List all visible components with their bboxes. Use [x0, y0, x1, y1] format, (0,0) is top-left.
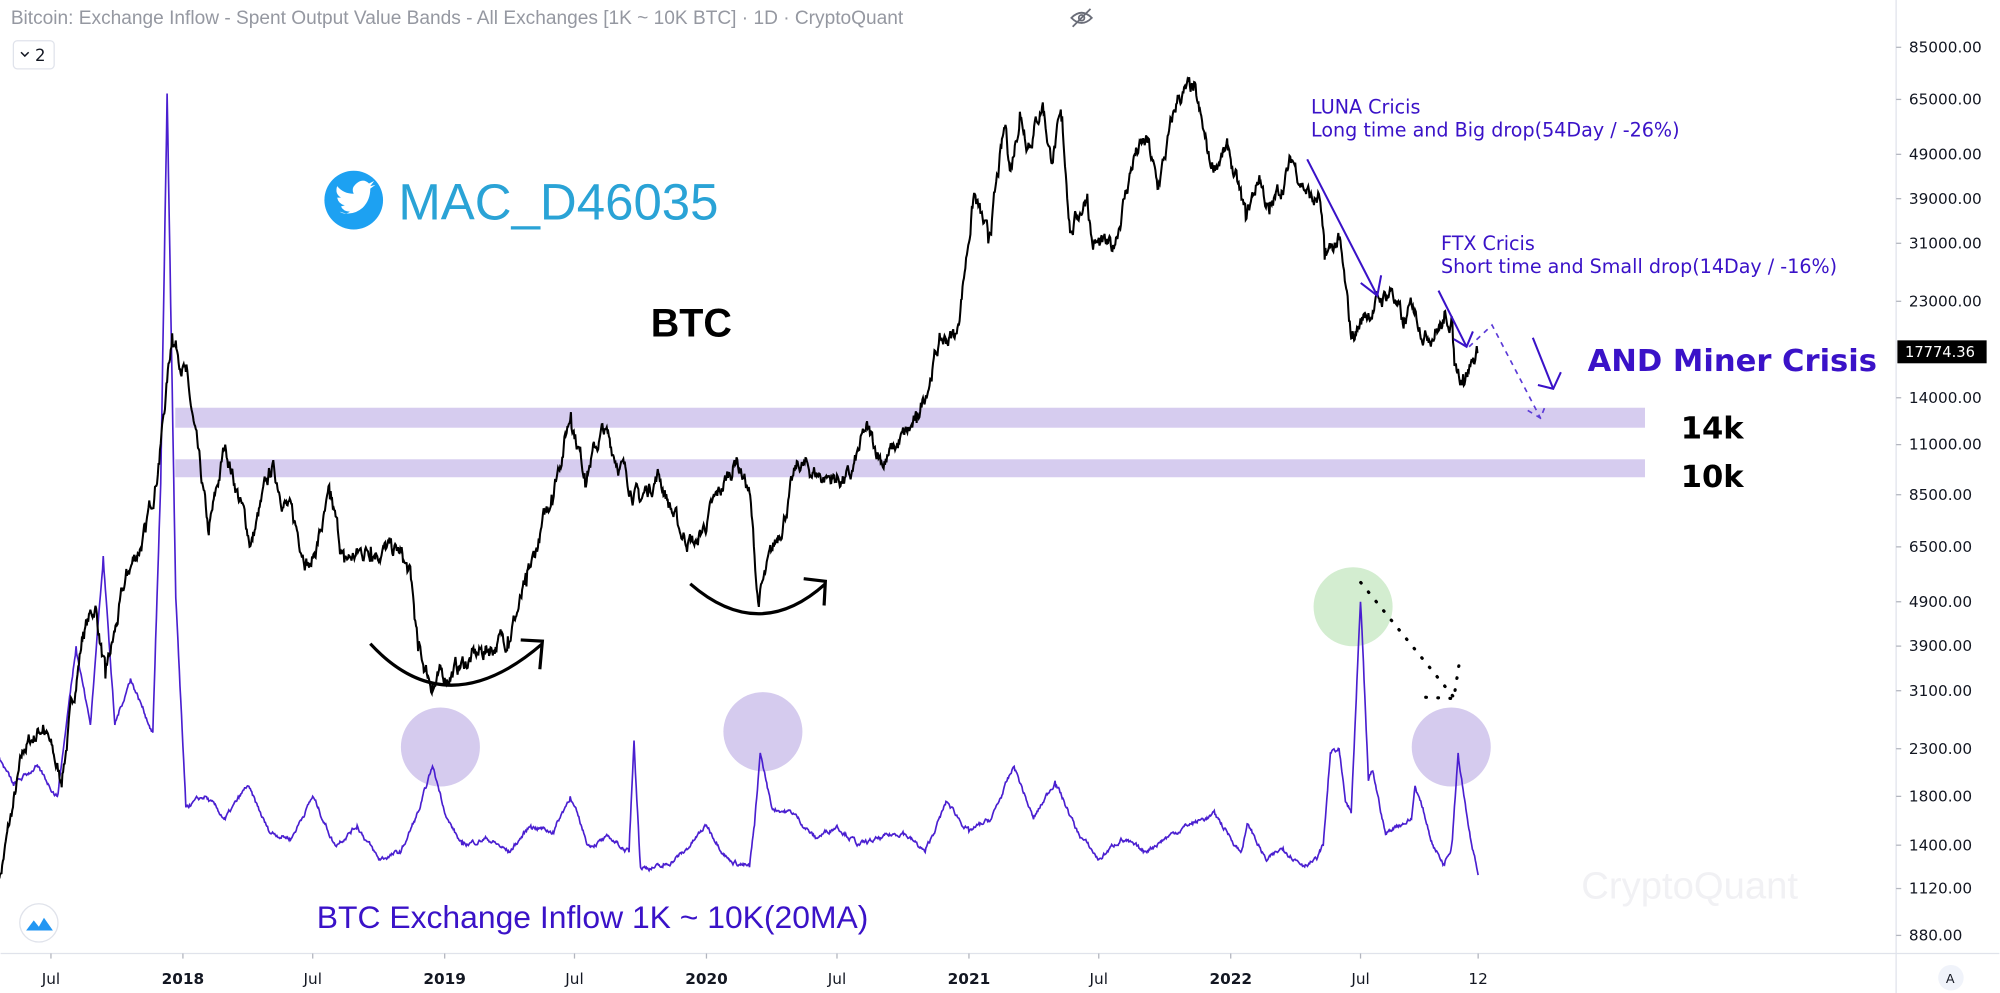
y-tick-label: 2300.00: [1909, 740, 1972, 758]
price-series-line: [0, 76, 1479, 879]
luna-title: LUNA Cricis: [1311, 95, 1420, 118]
y-tick-label: 3100.00: [1909, 682, 1972, 700]
highlight-circles: [400, 567, 1491, 787]
x-tick-label: 2021: [948, 970, 991, 988]
ftx-description: Short time and Small drop(14Day / -16%): [1441, 255, 1837, 278]
indicator-count: 2: [35, 46, 46, 65]
last-price-marker: 17774.36: [1897, 340, 1987, 364]
highlight-circle-2019: [400, 707, 480, 787]
y-tick-label: 31000.00: [1909, 234, 1982, 252]
twitter-icon: [324, 170, 384, 230]
x-tick-label: 2020: [685, 970, 728, 988]
y-tick-label: 4900.00: [1909, 593, 1972, 611]
price-bands: [175, 407, 1646, 478]
auto-scale-button[interactable]: A: [1938, 964, 1964, 991]
chart-title: Bitcoin: Exchange Inflow - Spent Output …: [11, 8, 904, 29]
x-tick-label: Jul: [1089, 970, 1108, 988]
x-tick-label: Jul: [303, 970, 322, 988]
x-tick-label: 12: [1468, 970, 1487, 988]
y-tick-label: 880.00: [1909, 927, 1962, 945]
collapse-indicators-button[interactable]: 2: [12, 40, 55, 70]
inflow-series-line: [0, 93, 1479, 876]
x-tick-label: Jul: [827, 970, 846, 988]
miner-crisis-label: AND Miner Crisis: [1588, 344, 1877, 379]
x-tick-label: Jul: [41, 970, 60, 988]
projection-dashed-line: [1468, 323, 1547, 420]
y-tick-label: 85000.00: [1909, 38, 1982, 56]
ftx-title: FTX Cricis: [1441, 232, 1535, 255]
x-tick-label: 2019: [423, 970, 466, 988]
band-label-10k: 10k: [1681, 460, 1745, 495]
last-price-label: 17774.36: [1905, 344, 1975, 361]
y-tick-label: 6500.00: [1909, 538, 1972, 556]
x-tick-label: Jul: [1350, 970, 1369, 988]
curved-arrow-2020: [689, 577, 828, 616]
y-tick-label: 49000.00: [1909, 145, 1982, 163]
y-tick-label: 65000.00: [1909, 91, 1982, 109]
y-tick-label: 39000.00: [1909, 190, 1982, 208]
x-tick-label: 2022: [1209, 970, 1252, 988]
luna-description: Long time and Big drop(54Day / -26%): [1311, 118, 1680, 141]
miner-arrow: [1531, 337, 1562, 390]
watermark: CryptoQuant: [1581, 865, 1798, 908]
auto-scale-label: A: [1946, 972, 1955, 987]
y-tick-label: 11000.00: [1909, 436, 1982, 454]
tradingview-logo[interactable]: [19, 903, 59, 943]
y-tick-label: 23000.00: [1909, 292, 1982, 310]
price-axis[interactable]: 85000.00 65000.00 49000.00 39000.00 31000.00…: [1896, 38, 1982, 945]
highlight-circle-2022-jul: [1313, 567, 1393, 647]
ftx-arrow: [1437, 290, 1474, 349]
twitter-handle: MAC_D46035: [398, 173, 718, 230]
eye-slash-icon[interactable]: [1070, 8, 1094, 28]
btc-label: BTC: [651, 302, 732, 346]
band-14k: [175, 407, 1646, 428]
inflow-series-label: BTC Exchange Inflow 1K ~ 10K(20MA): [317, 899, 869, 935]
y-tick-label: 1120.00: [1909, 880, 1972, 898]
y-tick-label: 3900.00: [1909, 637, 1972, 655]
x-tick-label: Jul: [564, 970, 583, 988]
luna-arrow: [1306, 158, 1383, 298]
y-tick-label: 14000.00: [1909, 389, 1982, 407]
time-axis[interactable]: Jul 2018 Jul 2019 Jul 2020 Jul 2021 Jul 2022 Jul 12: [41, 953, 1488, 988]
curved-arrow-2019: [369, 638, 545, 687]
x-tick-label: 2018: [162, 970, 205, 988]
y-tick-label: 1400.00: [1909, 836, 1972, 854]
band-10k: [175, 459, 1646, 478]
highlight-circle-2020: [723, 692, 803, 772]
band-label-14k: 14k: [1681, 412, 1745, 447]
y-tick-label: 8500.00: [1909, 486, 1972, 504]
highlight-circle-2022-nov: [1411, 707, 1491, 787]
y-tick-label: 1800.00: [1909, 787, 1972, 805]
dotted-arrow: [1359, 580, 1461, 701]
